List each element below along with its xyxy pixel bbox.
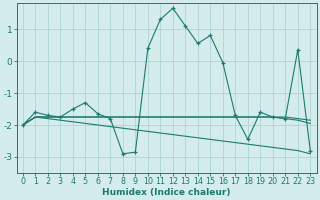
X-axis label: Humidex (Indice chaleur): Humidex (Indice chaleur) [102, 188, 231, 197]
